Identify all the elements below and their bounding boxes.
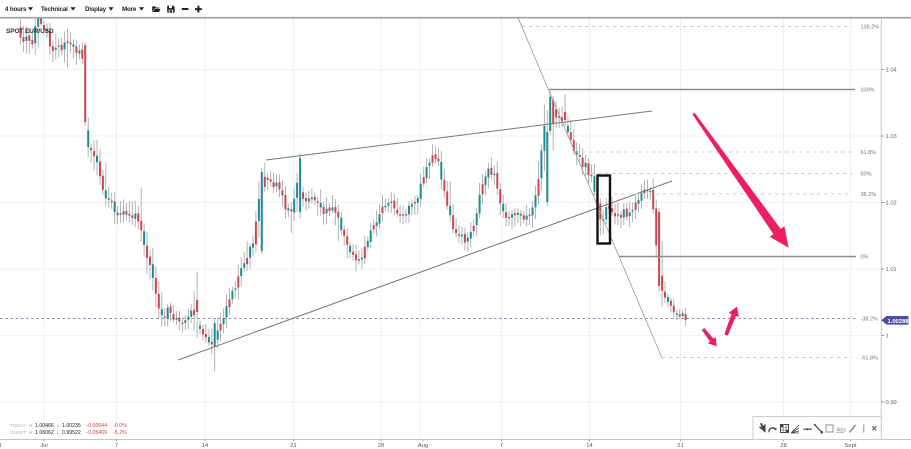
svg-text:1.00288: 1.00288 xyxy=(888,319,910,325)
svg-text:21: 21 xyxy=(290,443,296,449)
svg-text:38.2%: 38.2% xyxy=(861,192,877,198)
svg-text:14: 14 xyxy=(586,443,593,449)
svg-text:28: 28 xyxy=(378,443,384,449)
svg-text:1.06062: 1.06062 xyxy=(35,430,54,436)
svg-text:-0.0%: -0.0% xyxy=(113,423,127,429)
svg-text:4 hours: 4 hours xyxy=(5,6,27,13)
svg-text:0.99: 0.99 xyxy=(886,400,897,406)
svg-text:-38.2%: -38.2% xyxy=(861,317,879,323)
svg-text:H:: H: xyxy=(29,430,34,435)
svg-text:1.00235: 1.00235 xyxy=(62,423,81,429)
svg-text:L:: L: xyxy=(57,423,61,428)
svg-text:Display: Display xyxy=(85,6,107,13)
svg-text:14: 14 xyxy=(202,443,209,449)
svg-text:Sept: Sept xyxy=(845,443,857,449)
svg-text:TODAY:: TODAY: xyxy=(10,423,27,428)
svg-text:50%: 50% xyxy=(861,172,872,178)
svg-text:100%: 100% xyxy=(861,88,875,94)
svg-text:More: More xyxy=(122,6,137,13)
svg-text:61.8%: 61.8% xyxy=(861,150,877,156)
svg-text:-0.00044: -0.00044 xyxy=(87,423,108,429)
svg-text:1: 1 xyxy=(0,443,2,449)
svg-text:138.2%: 138.2% xyxy=(861,25,880,31)
svg-text:28: 28 xyxy=(780,443,786,449)
svg-text:Aug: Aug xyxy=(418,443,428,449)
svg-text:21: 21 xyxy=(677,443,683,449)
svg-text:SPOT EUR/USD: SPOT EUR/USD xyxy=(6,28,54,35)
svg-text:CHART:: CHART: xyxy=(10,430,27,435)
svg-text:1.02: 1.02 xyxy=(886,201,897,207)
svg-text:7: 7 xyxy=(500,443,503,449)
svg-text:-0.05469: -0.05469 xyxy=(87,430,108,436)
svg-text:7: 7 xyxy=(115,443,118,449)
svg-text:0%: 0% xyxy=(861,255,869,261)
svg-text:Abc: Abc xyxy=(837,428,847,434)
svg-text:1: 1 xyxy=(886,334,889,340)
svg-text:Jul: Jul xyxy=(40,443,47,449)
svg-text:-61.8%: -61.8% xyxy=(861,356,879,362)
svg-text:-5.2%: -5.2% xyxy=(113,430,127,436)
svg-text:Technical: Technical xyxy=(41,6,68,13)
svg-text:1.01: 1.01 xyxy=(886,267,897,273)
svg-text:0.99522: 0.99522 xyxy=(62,430,81,436)
svg-text:1.00466: 1.00466 xyxy=(35,423,54,429)
svg-text:1.03: 1.03 xyxy=(886,134,897,140)
svg-text:L:: L: xyxy=(57,430,61,435)
svg-text:H:: H: xyxy=(29,423,34,428)
svg-text:1.04: 1.04 xyxy=(886,68,898,74)
